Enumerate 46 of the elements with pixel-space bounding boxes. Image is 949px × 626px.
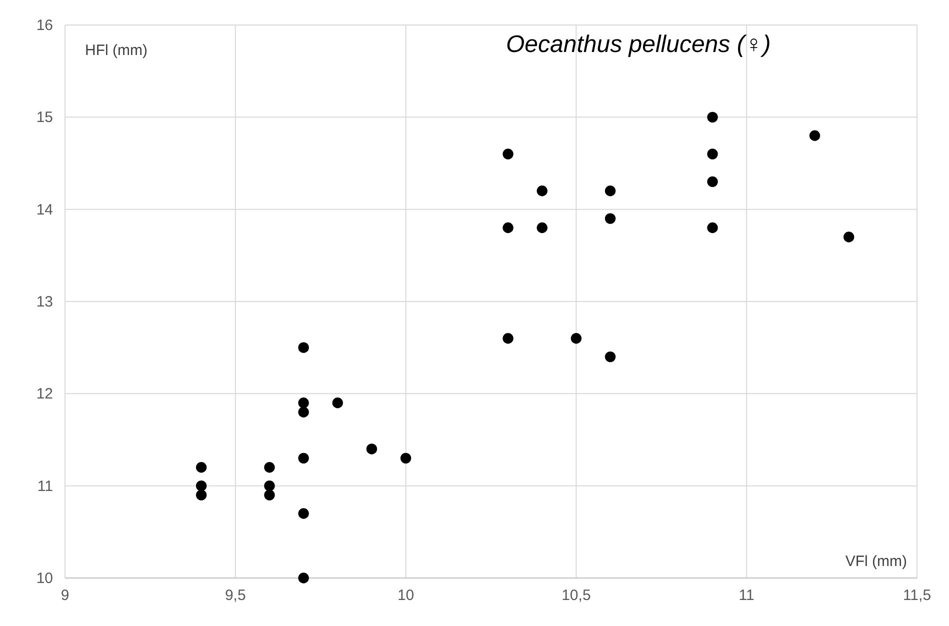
x-tick-label: 9 [60,587,70,604]
y-tick-label: 12 [36,386,53,403]
point [707,148,718,160]
point [264,462,275,473]
point [604,351,616,362]
point [196,490,207,500]
point [570,333,582,344]
y-axis-title: HFl (mm) [85,42,148,59]
y-tick-label: 11 [37,478,53,495]
point [843,232,854,242]
x-tick-label: 11 [738,587,754,604]
point [196,462,207,473]
point [298,406,309,418]
x-axis-title: VFl (mm) [845,553,907,570]
point [707,112,718,123]
point [809,130,820,141]
x-tick-label: 9,5 [224,587,246,604]
point [298,508,309,519]
point [298,572,309,584]
x-tick-label: 10 [397,587,414,604]
point [264,480,275,492]
point [502,333,514,344]
point [536,186,548,196]
point [298,452,309,464]
point [400,452,412,464]
point [707,222,718,234]
point [536,222,548,234]
point [502,222,514,234]
point [264,490,275,500]
y-tick-label: 14 [36,201,53,218]
x-tick-label: 10,5 [562,587,591,604]
point [502,148,514,160]
point [332,398,343,408]
y-tick-label: 10 [36,570,53,587]
point [604,213,616,224]
point [298,342,309,353]
y-tick-label: 16 [36,17,53,34]
point [707,176,718,188]
point [604,186,616,196]
x-tick-label: 11,5 [902,587,932,604]
y-tick-label: 13 [36,294,53,310]
point [366,444,378,454]
point [196,480,207,492]
point [298,398,309,408]
chart-title: Oecanthus pellucens (♀) [506,31,771,58]
y-tick-label: 15 [36,109,53,126]
